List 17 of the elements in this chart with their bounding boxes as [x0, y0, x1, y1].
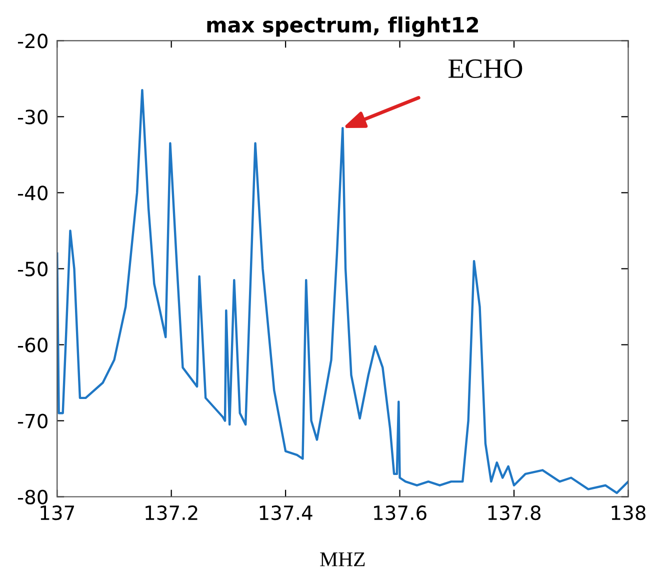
line-series [57, 88, 628, 494]
x-tick-label: 137 [40, 505, 74, 520]
y-tick-label: -60 [18, 338, 48, 352]
x-tick-label: 137.6 [374, 505, 426, 520]
annotation: ECHO [448, 59, 522, 78]
y-tick-label: -50 [18, 262, 48, 276]
y-tick-label: -30 [18, 110, 48, 124]
x-axis-title: MHZ [320, 552, 365, 566]
y-tick-label: -70 [18, 414, 48, 428]
y-tick-label: -20 [18, 34, 48, 48]
x-tick-label: 138 [612, 505, 646, 520]
x-tick-label: 137.2 [146, 505, 198, 520]
x-tick-label: 137.4 [260, 505, 312, 520]
y-tick-label: -80 [18, 490, 48, 504]
y-tick-label: -40 [18, 186, 48, 200]
chart-title: max spectrum, flight12 [207, 16, 478, 37]
x-tick-label: 137.8 [488, 505, 541, 520]
